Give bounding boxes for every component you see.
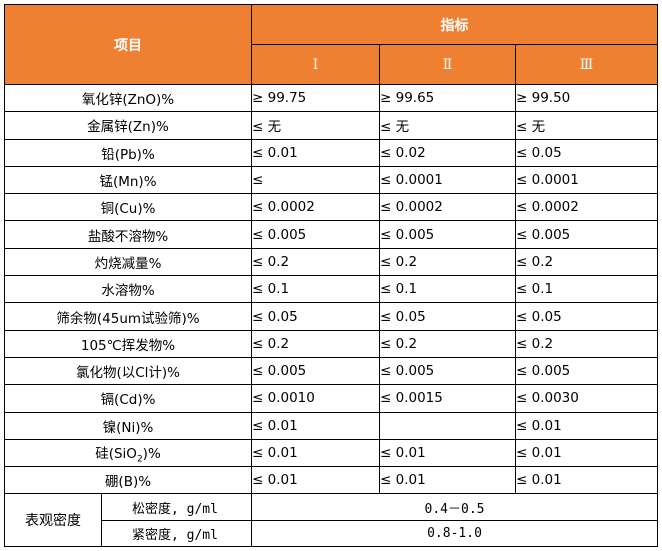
grade-3-value: ≤ 0.01: [514, 438, 659, 468]
grade-2-value: ≤ 0.05: [379, 302, 516, 331]
density-row-tap: 0.8-1.0: [5, 519, 659, 548]
grade-2-value: ≤ 0.01: [379, 438, 516, 468]
grade-2-value: ≤ 0.01: [379, 466, 516, 495]
grade-1-value: ≤ 0.0002: [251, 193, 380, 222]
grade-header-2: Ⅱ: [379, 44, 516, 85]
tap-density-label: 紧密度, g/ml: [132, 528, 218, 544]
item-name-suffix: )%: [142, 445, 161, 462]
grade-3-value: ≥ 99.50: [514, 83, 659, 113]
grade-3-value: ≤ 无: [514, 111, 659, 140]
grade-3-value: ≤ 0.05: [514, 138, 659, 167]
item-name: 镍(Ni)%: [4, 411, 252, 440]
table-row: 筛余物(45um试验筛)% ≤ 0.05 ≤ 0.05 ≤ 0.05: [4, 302, 659, 331]
grade-3-value: ≤ 0.0001: [514, 165, 659, 195]
grade-2-value: ≤ 0.1: [379, 275, 516, 304]
grade-2-value: ≤ 0.005: [379, 220, 516, 249]
density-label: 表观密度 松密度, g/ml 紧密度, g/ml: [4, 493, 252, 548]
item-name: 水溶物%: [4, 275, 252, 304]
table-row: 盐酸不溶物% ≤ 0.005 ≤ 0.005 ≤ 0.005: [4, 220, 659, 249]
grade-1-value: ≤ 0.01: [251, 411, 380, 440]
table-row: 锰(Mn)% ≤ ≤ 0.0001 ≤ 0.0001: [4, 165, 659, 195]
grade-3-value: ≤ 0.005: [514, 220, 659, 249]
table-row: 金属锌(Zn)% ≤ 无 ≤ 无 ≤ 无: [4, 111, 659, 140]
grade-1-value: ≤ 0.1: [251, 275, 380, 304]
zinc-oxide-spec-table: 项目 指标 Ⅰ Ⅱ Ⅲ 氧化锌(ZnO)% ≥ 99.75 ≥ 99.65 ≥ …: [4, 4, 659, 548]
item-name: 氯化物(以Cl计)%: [4, 356, 252, 386]
grade-1-value: ≤ 0.2: [251, 329, 380, 358]
grade-1-value: ≤ 0.2: [251, 247, 380, 277]
item-name: 锰(Mn)%: [4, 165, 252, 195]
grade-3-value: ≤ 0.01: [514, 411, 659, 440]
grade-1-value: ≤ 无: [251, 111, 380, 140]
grade-2-value: ≤ 0.0015: [379, 384, 516, 413]
grade-1-value: ≤ 0.005: [251, 356, 380, 386]
grade-1-value: ≤ 0.0010: [251, 384, 380, 413]
grade-2-value: [379, 411, 516, 440]
table-row: 硼(B)% ≤ 0.01 ≤ 0.01 ≤ 0.01: [4, 466, 659, 495]
header-row: 项目 指标: [4, 4, 659, 85]
grade-2-value: ≤ 0.2: [379, 247, 516, 277]
grade-3-value: ≤ 0.01: [514, 466, 659, 495]
grade-header-row: Ⅰ Ⅱ Ⅲ: [5, 44, 659, 85]
grade-2-value: ≥ 99.65: [379, 83, 516, 113]
item-name: 盐酸不溶物%: [4, 220, 252, 249]
item-header: 项目: [4, 4, 252, 85]
grade-3-value: ≤ 0.2: [514, 329, 659, 358]
grade-1-value: ≤ 0.01: [251, 466, 380, 495]
grade-1-value: ≤ 0.01: [251, 138, 380, 167]
indicator-header: 指标: [250, 4, 659, 45]
tap-density-value: 0.8-1.0: [250, 519, 659, 548]
grade-3-value: ≤ 0.005: [514, 356, 659, 386]
table-row: 灼烧减量% ≤ 0.2 ≤ 0.2 ≤ 0.2: [4, 247, 659, 277]
grade-3-value: ≤ 0.1: [514, 275, 659, 304]
grade-3-value: ≤ 0.2: [514, 247, 659, 277]
grade-2-value: ≤ 0.0002: [379, 193, 516, 222]
item-name: 铜(Cu)%: [4, 193, 252, 222]
table-row: 硅(SiO2)% ≤ 0.01 ≤ 0.01 ≤ 0.01: [4, 438, 659, 468]
table-row: 镉(Cd)% ≤ 0.0010 ≤ 0.0015 ≤ 0.0030: [4, 384, 659, 413]
item-name: 硅(SiO2)%: [4, 438, 252, 468]
grade-1-value: ≤ 0.05: [251, 302, 380, 331]
item-name: 氧化锌(ZnO)%: [4, 83, 252, 113]
item-name: 硼(B)%: [4, 466, 252, 495]
loose-density-label: 松密度, g/ml: [102, 495, 251, 521]
item-name-subscript: 2: [136, 454, 143, 465]
loose-density-value: 0.4－0.5: [250, 493, 659, 521]
grade-1-value: ≤ 0.005: [251, 220, 380, 249]
grade-header-1: Ⅰ: [251, 44, 380, 85]
grade-3-value: ≤ 0.05: [514, 302, 659, 331]
table-row: 铅(Pb)% ≤ 0.01 ≤ 0.02 ≤ 0.05: [4, 138, 659, 167]
table-row: 铜(Cu)% ≤ 0.0002 ≤ 0.0002 ≤ 0.0002: [4, 193, 659, 222]
apparent-density-label: 表观密度: [6, 494, 102, 546]
grade-2-value: ≤ 0.2: [379, 329, 516, 358]
grade-2-value: ≤ 0.005: [379, 356, 516, 386]
density-row-loose: 表观密度 松密度, g/ml 紧密度, g/ml 0.4－0.5: [4, 493, 659, 548]
grade-header-3: Ⅲ: [514, 44, 659, 85]
grade-3-value: ≤ 0.0030: [514, 384, 659, 413]
grade-3-value: ≤ 0.0002: [514, 193, 659, 222]
table-row: 105℃挥发物% ≤ 0.2 ≤ 0.2 ≤ 0.2: [4, 329, 659, 358]
table-row: 水溶物% ≤ 0.1 ≤ 0.1 ≤ 0.1: [4, 275, 659, 304]
item-name: 金属锌(Zn)%: [4, 111, 252, 140]
grade-2-value: ≤ 0.02: [379, 138, 516, 167]
table-row: 镍(Ni)% ≤ 0.01 ≤ 0.01: [4, 411, 659, 440]
item-name: 铅(Pb)%: [4, 138, 252, 167]
table-row: 氯化物(以Cl计)% ≤ 0.005 ≤ 0.005 ≤ 0.005: [4, 356, 659, 386]
item-name: 灼烧减量%: [4, 247, 252, 277]
grade-1-value: ≤ 0.01: [251, 438, 380, 468]
grade-2-value: ≤ 无: [379, 111, 516, 140]
item-name: 筛余物(45um试验筛)%: [4, 302, 252, 331]
grade-1-value: ≥ 99.75: [251, 83, 380, 113]
item-name-prefix: 硅(SiO: [95, 445, 137, 462]
table-row: 氧化锌(ZnO)% ≥ 99.75 ≥ 99.65 ≥ 99.50: [4, 83, 659, 113]
grade-1-value: ≤: [251, 165, 380, 195]
item-name: 镉(Cd)%: [4, 384, 252, 413]
grade-2-value: ≤ 0.0001: [379, 165, 516, 195]
item-name: 105℃挥发物%: [4, 329, 252, 358]
